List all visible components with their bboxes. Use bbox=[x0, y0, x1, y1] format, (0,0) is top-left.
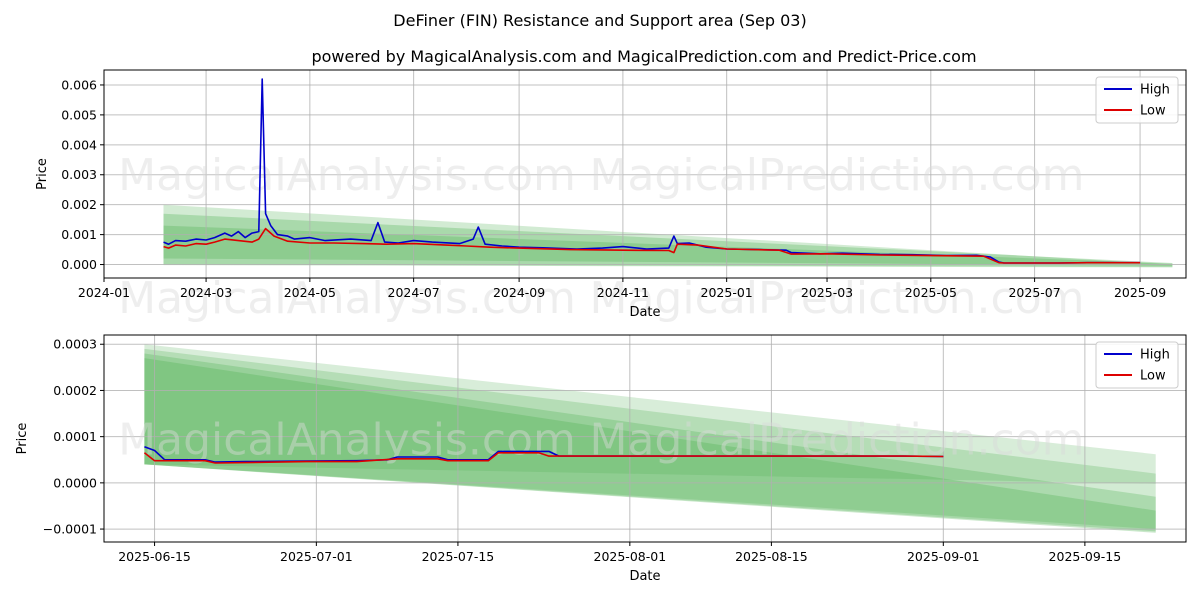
x-tick-label: 2025-09-15 bbox=[1049, 549, 1122, 564]
legend-label-high: High bbox=[1140, 83, 1170, 98]
y-tick-label: 0.0002 bbox=[53, 383, 97, 398]
y-tick-label: 0.003 bbox=[61, 167, 97, 182]
chart-title: DeFiner (FIN) Resistance and Support are… bbox=[393, 11, 806, 30]
x-tick-label: 2025-01 bbox=[701, 285, 753, 300]
x-tick-label: 2025-07-01 bbox=[280, 549, 353, 564]
y-axis-label: Price bbox=[15, 423, 30, 455]
watermark: MagicalAnalysis.com bbox=[118, 415, 576, 466]
x-tick-label: 2025-06-15 bbox=[118, 549, 191, 564]
x-tick-label: 2024-07 bbox=[388, 285, 440, 300]
support-band-3 bbox=[144, 353, 1156, 532]
y-tick-label: 0.005 bbox=[61, 107, 97, 122]
x-tick-label: 2025-09 bbox=[1114, 285, 1166, 300]
x-tick-label: 2024-05 bbox=[284, 285, 336, 300]
series-line-low bbox=[163, 227, 1141, 264]
support-band-2 bbox=[144, 348, 1156, 530]
watermark: MagicalAnalysis.com bbox=[118, 150, 576, 201]
y-tick-label: 0.0001 bbox=[53, 429, 97, 444]
plot-frame bbox=[103, 69, 1187, 279]
watermark: MagicalPrediction.com bbox=[590, 415, 1085, 466]
x-tick-label: 2025-03 bbox=[801, 285, 853, 300]
y-tick-label: 0.006 bbox=[61, 77, 97, 92]
chart-subtitle: powered by MagicalAnalysis.com and Magic… bbox=[311, 47, 976, 66]
y-tick-label: 0.000 bbox=[61, 257, 97, 272]
series-line-low bbox=[143, 452, 944, 464]
x-tick-label: 2025-07 bbox=[1008, 285, 1060, 300]
x-tick-label: 2025-05 bbox=[905, 285, 957, 300]
y-axis-label: Price bbox=[35, 158, 50, 190]
x-tick-label: 2025-08-15 bbox=[735, 549, 808, 564]
x-tick-label: 2025-08-01 bbox=[594, 549, 667, 564]
watermark: MagicalAnalysis.com bbox=[118, 273, 576, 324]
y-tick-label: 0.0003 bbox=[53, 337, 97, 352]
x-tick-label: 2025-09-01 bbox=[907, 549, 980, 564]
support-band-2 bbox=[163, 213, 1173, 267]
support-band-1 bbox=[163, 204, 1173, 268]
top-chart: MagicalAnalysis.com MagicalPrediction.com… bbox=[35, 69, 1187, 324]
x-tick-label: 2024-11 bbox=[597, 285, 649, 300]
bottom-chart: MagicalAnalysis.com MagicalPrediction.com… bbox=[15, 334, 1187, 584]
y-tick-label: −0.0001 bbox=[43, 522, 97, 537]
x-tick-label: 2024-03 bbox=[180, 285, 232, 300]
y-tick-label: 0.004 bbox=[61, 137, 97, 152]
x-tick-label: 2025-07-15 bbox=[422, 549, 495, 564]
support-band-4 bbox=[144, 358, 1156, 533]
y-tick-label: 0.002 bbox=[61, 197, 97, 212]
plot-frame bbox=[103, 334, 1187, 543]
y-tick-label: 0.001 bbox=[61, 227, 97, 242]
support-band-1 bbox=[144, 344, 1156, 484]
x-tick-label: 2024-09 bbox=[493, 285, 545, 300]
legend-label-low: Low bbox=[1140, 369, 1166, 384]
x-axis-label: Date bbox=[629, 569, 660, 584]
watermark: MagicalPrediction.com bbox=[590, 150, 1085, 201]
x-axis-label: Date bbox=[629, 305, 660, 320]
y-tick-label: 0.0000 bbox=[53, 475, 97, 490]
watermark: MagicalPrediction.com bbox=[590, 273, 1085, 324]
x-tick-label: 2024-01 bbox=[78, 285, 130, 300]
legend-label-low: Low bbox=[1140, 104, 1166, 119]
legend-label-high: High bbox=[1140, 348, 1170, 363]
